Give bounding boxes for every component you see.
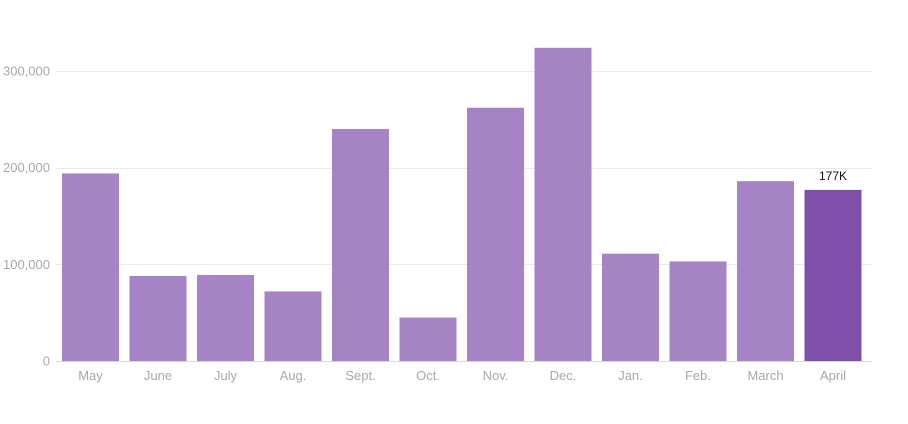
x-tick-label: Aug. [280, 368, 307, 383]
x-tick-label: Oct. [416, 368, 440, 383]
bar-march [737, 181, 794, 361]
x-tick-label: Nov. [483, 368, 509, 383]
bar-dec [534, 47, 592, 362]
y-tick-label: 100,000 [3, 257, 50, 272]
bar-oct [399, 317, 457, 361]
bar-april [804, 189, 862, 361]
data-label: 177K [819, 169, 847, 183]
y-tick-label: 200,000 [3, 160, 50, 175]
data-labels: 177K [819, 169, 847, 183]
x-tick-label: Dec. [550, 368, 577, 383]
x-axis-tick-labels: May June July Aug. Sept. Oct. Nov. Dec. Jan. Feb.… [78, 368, 846, 383]
bar-feb [669, 261, 727, 361]
y-axis-tick-labels: 0 100,000 200,000 300,000 [3, 64, 50, 369]
x-tick-label: Jan. [618, 368, 643, 383]
bar-aug [264, 291, 322, 361]
bar-jan [602, 253, 659, 361]
gridlines [56, 71, 872, 362]
x-tick-label: Feb. [685, 368, 711, 383]
bar-june [129, 275, 187, 361]
bar-sept [332, 129, 389, 361]
bar-nov [467, 107, 524, 361]
x-tick-label: April [820, 368, 846, 383]
y-tick-label: 0 [43, 354, 50, 369]
x-tick-label: Sept. [345, 368, 375, 383]
x-tick-label: June [144, 368, 172, 383]
x-tick-label: March [747, 368, 783, 383]
bar-july [197, 274, 254, 361]
x-tick-label: July [214, 368, 238, 383]
bars [62, 47, 862, 362]
y-tick-label: 300,000 [3, 64, 50, 79]
x-tick-label: May [78, 368, 103, 383]
bar-may [62, 173, 119, 361]
